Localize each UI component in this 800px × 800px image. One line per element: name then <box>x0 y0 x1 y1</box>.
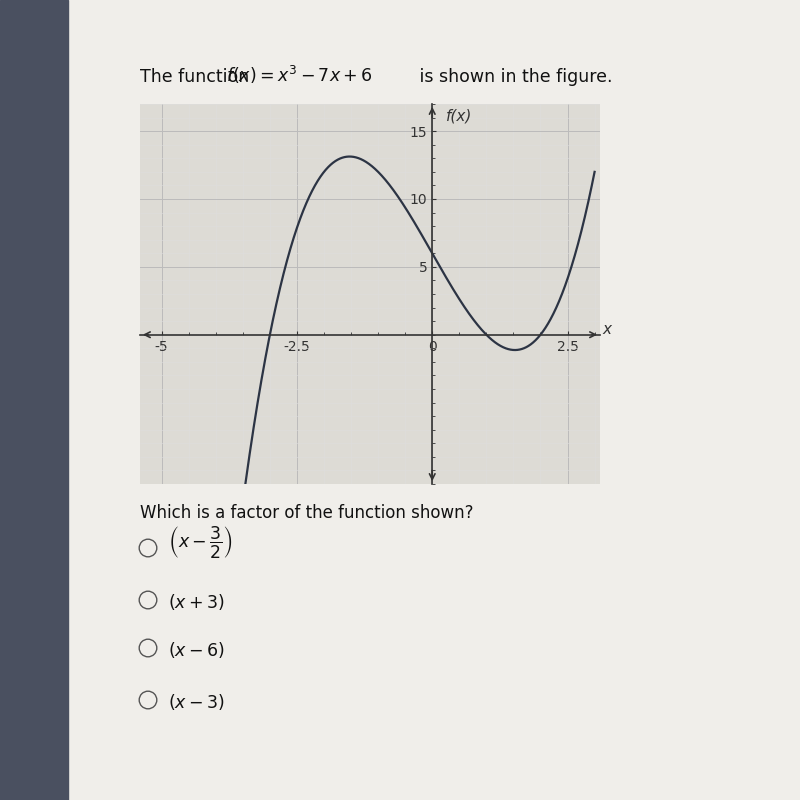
Text: $\left(x - \dfrac{3}{2}\right)$: $\left(x - \dfrac{3}{2}\right)$ <box>168 524 233 560</box>
Text: $(x - 3)$: $(x - 3)$ <box>168 692 225 712</box>
Text: $f(x) = x^3 - 7x + 6$: $f(x) = x^3 - 7x + 6$ <box>226 63 373 86</box>
Text: Which is a factor of the function shown?: Which is a factor of the function shown? <box>140 504 474 522</box>
Text: is shown in the figure.: is shown in the figure. <box>414 68 613 86</box>
Text: $(x + 3)$: $(x + 3)$ <box>168 592 225 612</box>
Text: x: x <box>602 322 612 337</box>
Text: $(x - 6)$: $(x - 6)$ <box>168 640 225 660</box>
Text: f(x): f(x) <box>446 108 472 123</box>
Text: The function: The function <box>140 68 254 86</box>
